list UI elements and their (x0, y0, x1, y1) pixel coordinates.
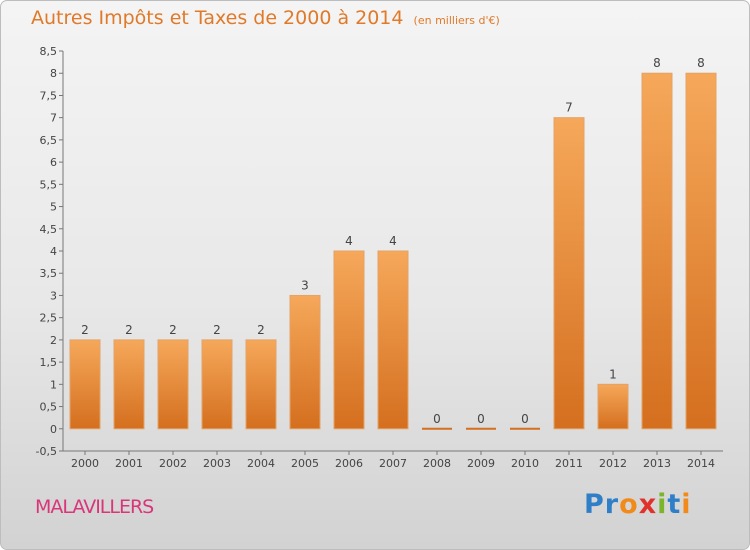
x-tick-label: 2003 (203, 457, 231, 470)
bar (113, 339, 145, 430)
y-tick-label: 8 (50, 67, 57, 80)
data-label: 7 (565, 101, 573, 115)
chart-title-text: Autres Impôts et Taxes de 2000 à 2014 (31, 7, 404, 29)
proxiti-logo[interactable]: Proxiti (584, 489, 692, 520)
data-label: 4 (389, 234, 397, 248)
x-tick-label: 2013 (643, 457, 671, 470)
x-tick-label: 2002 (159, 457, 187, 470)
x-tick-label: 2011 (555, 457, 583, 470)
x-tick-label: 2014 (687, 457, 715, 470)
x-tick-label: 2005 (291, 457, 319, 470)
logo-letter: o (619, 489, 639, 520)
y-tick-label: 8,5 (40, 45, 58, 58)
data-label: 2 (125, 323, 133, 337)
logo-letter: x (638, 489, 658, 520)
bar (333, 250, 365, 430)
y-tick-label: 4,5 (40, 223, 58, 236)
y-tick-label: 2 (50, 334, 57, 347)
data-label: 0 (521, 412, 529, 426)
y-tick-label: 5,5 (40, 178, 58, 191)
bar (157, 339, 189, 430)
data-label: 1 (609, 367, 617, 381)
y-tick-label: 1 (50, 378, 57, 391)
x-tick-label: 2001 (115, 457, 143, 470)
bar (69, 339, 101, 430)
chart-subtitle: (en milliers d'€) (413, 14, 500, 27)
x-tick-label: 2009 (467, 457, 495, 470)
bar (289, 294, 321, 430)
y-tick-label: 7 (50, 112, 57, 125)
data-label: 2 (213, 323, 221, 337)
y-tick-label: 5 (50, 201, 57, 214)
bar (245, 339, 277, 430)
logo-letter: r (604, 489, 620, 520)
logo-letter: i (681, 489, 692, 520)
y-tick-label: 7,5 (40, 89, 58, 102)
bar (377, 250, 409, 430)
data-label: 0 (433, 412, 441, 426)
data-label: 0 (477, 412, 485, 426)
data-label: 2 (169, 323, 177, 337)
y-tick-label: 1,5 (40, 356, 58, 369)
y-tick-label: 0 (50, 423, 57, 436)
logo-letter: P (584, 489, 605, 520)
bar (685, 72, 717, 430)
data-label: 4 (345, 234, 353, 248)
x-tick-label: 2010 (511, 457, 539, 470)
data-label: 2 (257, 323, 265, 337)
x-tick-label: 2008 (423, 457, 451, 470)
x-tick-label: 2007 (379, 457, 407, 470)
y-tick-label: -0,5 (36, 445, 57, 458)
y-tick-label: 4 (50, 245, 57, 258)
y-tick-label: 0,5 (40, 401, 58, 414)
logo-letter: i (657, 489, 668, 520)
data-label: 3 (301, 278, 309, 292)
bar (201, 339, 233, 430)
bar (597, 383, 629, 430)
data-label: 2 (81, 323, 89, 337)
x-tick-label: 2004 (247, 457, 275, 470)
y-tick-label: 3 (50, 289, 57, 302)
y-tick-label: 2,5 (40, 312, 58, 325)
x-tick-label: 2006 (335, 457, 363, 470)
data-label: 8 (697, 56, 705, 70)
y-tick-label: 6 (50, 156, 57, 169)
bar (553, 117, 585, 430)
chart-title: Autres Impôts et Taxes de 2000 à 2014 (e… (31, 7, 500, 29)
x-tick-label: 2012 (599, 457, 627, 470)
y-tick-label: 3,5 (40, 267, 58, 280)
x-tick-label: 2000 (71, 457, 99, 470)
logo-letter: t (667, 489, 682, 520)
y-tick-label: 6,5 (40, 134, 58, 147)
bar (641, 72, 673, 430)
commune-name: MALAVILLERS (35, 496, 154, 518)
data-label: 8 (653, 56, 661, 70)
